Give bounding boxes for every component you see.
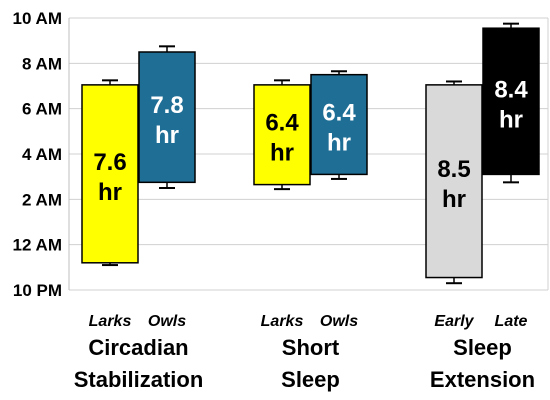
y-tick-label: 6 AM [22,100,62,119]
category-label: Owls [148,313,186,330]
category-label: Late [495,313,528,330]
bar-unit-label: hr [442,186,466,213]
bar-value-label: 7.8 [150,92,183,119]
bar-unit-label: hr [98,179,122,206]
y-tick-label: 10 AM [13,9,62,28]
group-label: Stabilization [74,367,204,392]
group-label: Circadian [88,335,188,360]
bar-unit-label: hr [270,140,294,167]
group-label: Short [282,335,340,360]
group-label: Sleep [453,335,512,360]
group-label: Extension [430,367,535,392]
bar-late [482,27,540,176]
bar-value-label: 6.4 [265,110,299,137]
category-labels: Larks Owls Circadian Stabilization Larks Owls… [74,313,535,392]
bar-value-label: 8.5 [437,156,470,183]
bar-owls [138,51,196,184]
y-tick-label: 4 AM [22,145,62,164]
bar-owls [310,73,368,176]
y-tick-label: 8 AM [22,54,62,73]
bar-value-label: 7.6 [93,149,126,176]
y-axis: 10 PM 12 AM 2 AM 4 AM 6 AM 8 AM 10 AM [13,9,549,300]
group-label: Sleep [281,367,340,392]
bar-value-label: 6.4 [322,100,356,127]
y-tick-label: 10 PM [13,281,62,300]
bar-early [425,84,483,279]
bar-larks [81,84,139,264]
category-label: Larks [261,313,304,330]
category-label: Owls [320,313,358,330]
bar-larks [253,84,311,186]
bar-unit-label: hr [155,122,179,149]
bar-unit-label: hr [499,106,523,133]
y-tick-label: 2 AM [22,190,62,209]
bar-unit-label: hr [327,130,351,157]
y-tick-label: 12 AM [13,236,62,255]
bars: 7.6 hr 7.8 hr 6.4 hr 6.4 hr 8.5 hr 8.4 hr [81,22,540,285]
category-label: Larks [89,313,132,330]
bar-value-label: 8.4 [494,76,528,103]
category-label: Early [434,313,474,330]
